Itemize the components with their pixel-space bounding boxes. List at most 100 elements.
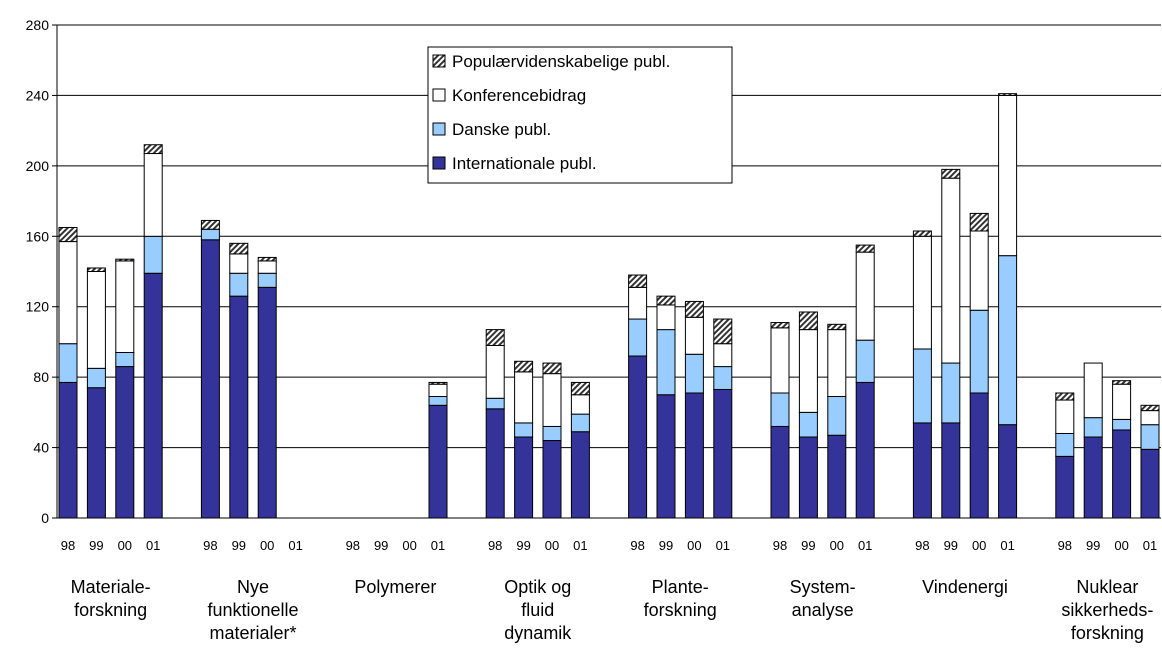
x-tick-label: 99 xyxy=(944,538,958,553)
bar-segment xyxy=(1083,436,1103,519)
bar-segment xyxy=(485,329,505,346)
x-tick-label: 00 xyxy=(260,538,274,553)
bar-segment xyxy=(628,318,648,357)
bar-segment xyxy=(542,362,562,375)
bar-segment xyxy=(58,381,78,519)
bar-segment xyxy=(912,235,932,350)
bar-segment xyxy=(58,226,78,243)
bar-segment xyxy=(628,355,648,519)
bar-segment xyxy=(257,260,277,274)
y-tick-label: 40 xyxy=(33,440,49,456)
bar-segment xyxy=(1140,448,1160,519)
bar-segment xyxy=(485,397,505,410)
bar-segment xyxy=(855,381,875,519)
x-tick-label: 98 xyxy=(61,538,75,553)
group-label: forskning xyxy=(74,600,147,620)
y-tick-label: 240 xyxy=(26,87,50,103)
bar-segment xyxy=(684,316,704,355)
bar-segment xyxy=(514,422,534,438)
bar-segment xyxy=(570,394,590,415)
group-label: Optik og xyxy=(504,577,571,597)
x-tick-label: 01 xyxy=(1000,538,1014,553)
x-tick-label: 01 xyxy=(288,538,302,553)
group-label: funktionelle xyxy=(207,600,298,620)
y-tick-label: 160 xyxy=(26,228,50,244)
bar-segment xyxy=(514,371,534,424)
legend-box xyxy=(427,46,733,184)
group-label: Plante- xyxy=(652,577,709,597)
x-tick-label: 98 xyxy=(203,538,217,553)
bar-segment xyxy=(58,343,78,383)
bar-segment xyxy=(1112,380,1132,385)
bar-segment xyxy=(969,230,989,311)
bar-segment xyxy=(770,425,790,519)
legend-label: Populærvidenskabelige publ. xyxy=(452,52,670,71)
x-tick-label: 00 xyxy=(830,538,844,553)
x-tick-label: 98 xyxy=(346,538,360,553)
bar-segment xyxy=(656,329,676,396)
group-label: Vindenergi xyxy=(922,577,1008,597)
bar-segment xyxy=(143,144,163,155)
bar-segment xyxy=(428,404,448,519)
bar-segment xyxy=(200,228,220,241)
x-tick-label: 99 xyxy=(1086,538,1100,553)
x-tick-label: 01 xyxy=(1143,538,1157,553)
bar-segment xyxy=(1083,362,1103,419)
y-tick-label: 0 xyxy=(41,510,49,526)
bar-segment xyxy=(428,383,448,398)
bar-segment xyxy=(941,422,961,519)
bar-segment xyxy=(428,381,448,385)
bar-segment xyxy=(229,242,249,255)
group-label: analyse xyxy=(792,600,854,620)
bar-segment xyxy=(542,373,562,427)
x-tick-label: 00 xyxy=(972,538,986,553)
x-tick-label: 01 xyxy=(858,538,872,553)
bar-segment xyxy=(941,177,961,364)
bar-segment xyxy=(485,408,505,519)
x-tick-label: 99 xyxy=(89,538,103,553)
x-tick-label: 00 xyxy=(687,538,701,553)
bar-segment xyxy=(912,230,932,237)
x-tick-label: 99 xyxy=(516,538,530,553)
x-tick-label: 00 xyxy=(402,538,416,553)
group-label: Materiale- xyxy=(71,577,151,597)
bar-segment xyxy=(713,366,733,390)
x-tick-label: 99 xyxy=(232,538,246,553)
bar-segment xyxy=(1055,432,1075,457)
bar-segment xyxy=(257,256,277,262)
bar-segment xyxy=(998,94,1018,257)
bar-segment xyxy=(115,258,135,262)
x-tick-label: 98 xyxy=(915,538,929,553)
bar-segment xyxy=(827,396,847,436)
bar-segment xyxy=(770,327,790,394)
bar-segment xyxy=(912,422,932,519)
bar-segment xyxy=(86,267,106,273)
bar-segment xyxy=(86,387,106,519)
x-tick-label: 98 xyxy=(773,538,787,553)
bar-segment xyxy=(1112,418,1132,431)
bar-segment xyxy=(656,295,676,306)
bar-segment xyxy=(628,274,648,288)
bar-segment xyxy=(798,411,818,438)
bar-segment xyxy=(570,431,590,519)
bar-segment xyxy=(229,272,249,297)
bar-segment xyxy=(798,311,818,331)
bar-segment xyxy=(941,168,961,179)
bar-segment xyxy=(855,251,875,341)
bar-segment xyxy=(257,286,277,519)
bar-segment xyxy=(827,329,847,398)
group-label: System- xyxy=(790,577,856,597)
bar-segment xyxy=(86,271,106,369)
legend-swatch xyxy=(432,88,446,102)
bar-segment xyxy=(485,344,505,399)
bar-segment xyxy=(656,394,676,519)
x-tick-label: 00 xyxy=(118,538,132,553)
bar-segment xyxy=(770,322,790,329)
bar-segment xyxy=(713,318,733,345)
group-label: forskning xyxy=(644,600,717,620)
group-label: sikkerheds- xyxy=(1061,600,1153,620)
bar-segment xyxy=(1140,424,1160,450)
bar-segment xyxy=(998,93,1018,96)
